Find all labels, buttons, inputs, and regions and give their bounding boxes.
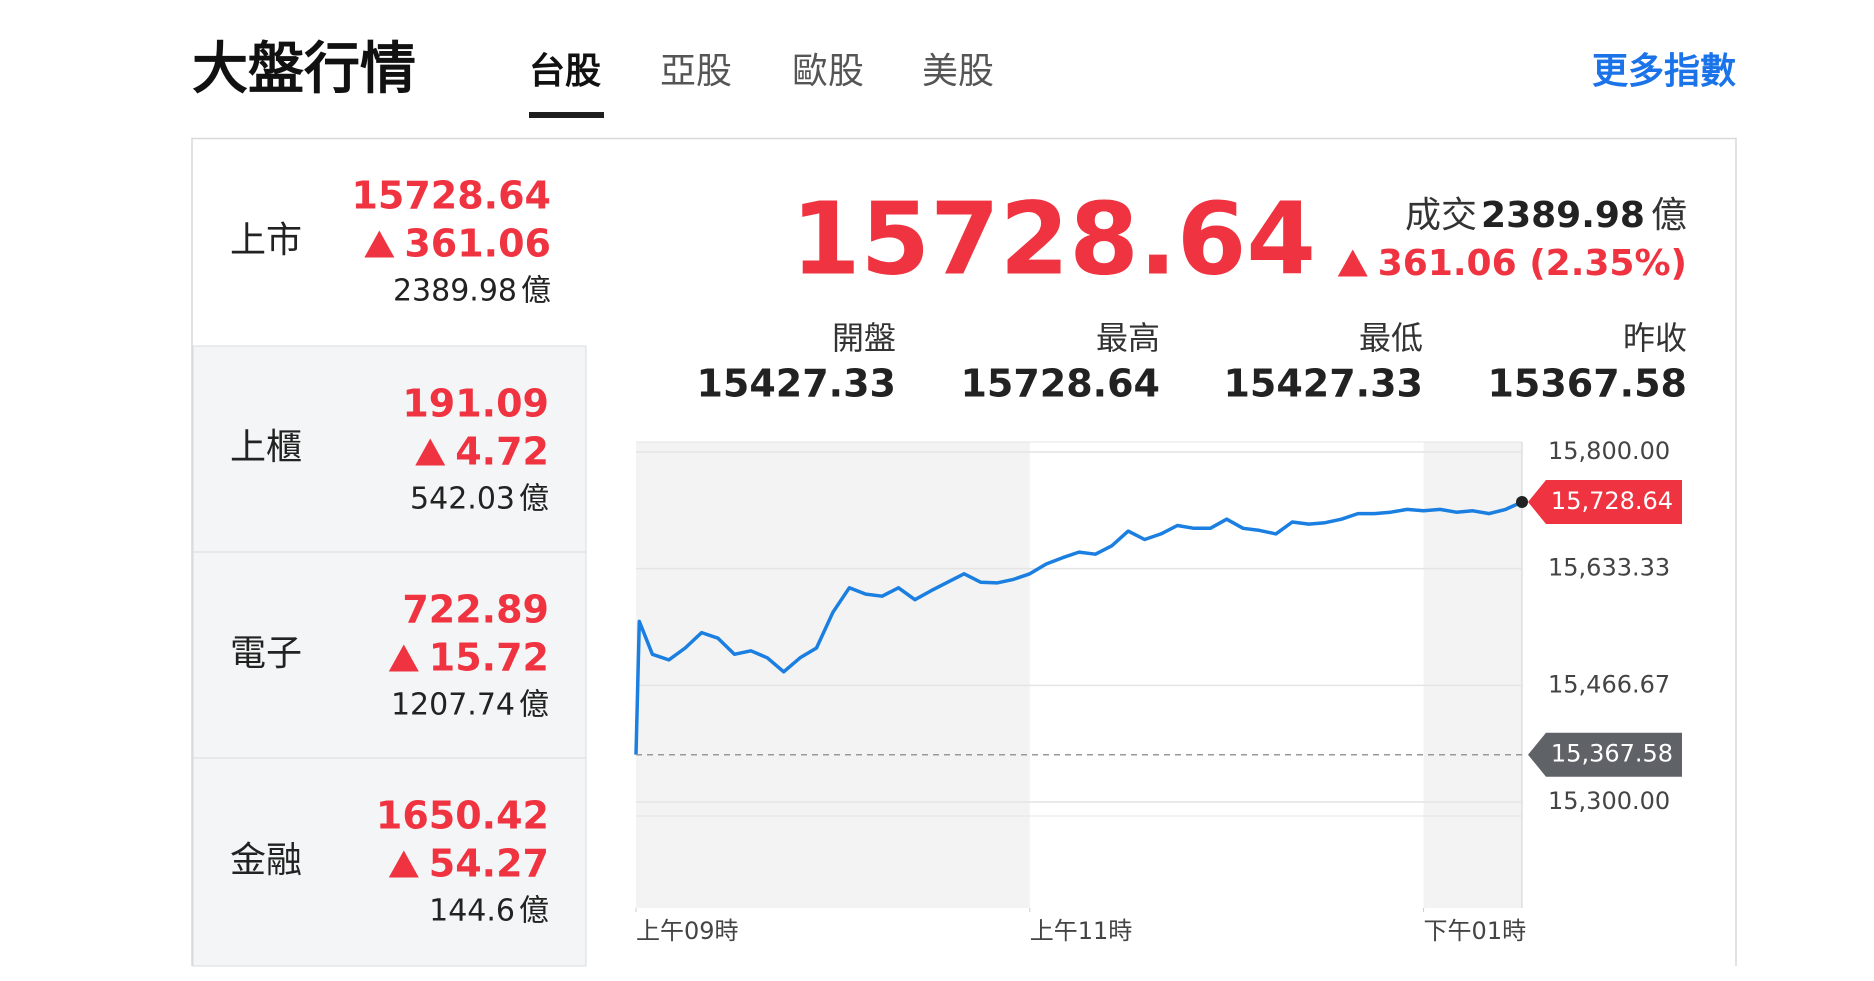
x-tick-label: 下午01時 [1424, 917, 1527, 945]
main-price: 15728.64 [791, 180, 1316, 297]
last-point [1516, 495, 1528, 508]
price-tag [1528, 732, 1682, 777]
index-price: 191.09 [402, 382, 549, 426]
volume-unit: 億 [521, 274, 551, 309]
index-name: 上櫃 [230, 427, 302, 468]
stat-value: 15427.33 [696, 362, 896, 406]
up-arrow [388, 644, 419, 672]
index-volume: 1207.74 [391, 688, 515, 723]
sidebar-row [192, 551, 587, 759]
tab[interactable]: 亞股 [660, 51, 732, 92]
index-change: 4.72 [455, 430, 549, 474]
index-volume: 542.03 [410, 482, 515, 517]
index-price: 1650.42 [376, 794, 549, 838]
volume-unit: 億 [519, 482, 549, 517]
up-arrow [364, 230, 395, 258]
stat-value: 15728.64 [960, 362, 1160, 406]
up-arrow [415, 438, 446, 466]
index-name: 金融 [230, 840, 302, 881]
tab-underline [529, 112, 604, 118]
index-volume: 2389.98 [393, 274, 517, 309]
price-tag-label: 15,728.64 [1551, 487, 1673, 515]
more-link[interactable]: 更多指數 [1592, 51, 1736, 92]
panel-border [191, 137, 1737, 966]
tab[interactable]: 歐股 [792, 51, 864, 92]
price-tag [1528, 479, 1682, 524]
index-name: 上市 [230, 220, 302, 261]
stat-label: 開盤 [832, 319, 896, 357]
index-price: 15728.64 [351, 174, 551, 218]
y-tick-label: 15,633.33 [1548, 554, 1670, 582]
main-change: 361.06 (2.35%) [1378, 243, 1687, 284]
y-tick-label: 15,466.67 [1548, 670, 1670, 698]
stat-label: 昨收 [1623, 319, 1687, 357]
sidebar-row [192, 757, 587, 967]
price-tag-label: 15,367.58 [1551, 740, 1673, 768]
index-change: 361.06 [404, 222, 551, 266]
page-title: 大盤行情 [192, 37, 416, 102]
session-shade [636, 442, 1030, 908]
index-name: 電子 [230, 633, 302, 674]
volume-unit: 億 [519, 894, 549, 929]
tab[interactable]: 台股 [529, 51, 601, 92]
index-volume: 144.6 [429, 894, 515, 929]
stat-value: 15367.58 [1487, 362, 1687, 406]
y-tick-label: 15,800.00 [1548, 437, 1670, 465]
x-tick-label: 上午11時 [1030, 917, 1133, 945]
volume-unit: 億 [1651, 195, 1687, 236]
index-price: 722.89 [402, 588, 549, 632]
volume-label: 成交 [1405, 195, 1477, 236]
stat-value: 15427.33 [1223, 362, 1423, 406]
x-tick-label: 上午09時 [636, 917, 739, 945]
up-arrow [1337, 249, 1368, 277]
price-line [634, 500, 1523, 755]
stat-label: 最高 [1096, 319, 1160, 357]
tab[interactable]: 美股 [922, 51, 994, 92]
up-arrow [388, 850, 419, 878]
session-shade [1423, 442, 1522, 908]
index-change: 54.27 [429, 842, 549, 886]
volume-unit: 億 [519, 688, 549, 723]
y-tick-label: 15,300.00 [1548, 787, 1670, 815]
index-change: 15.72 [429, 636, 549, 680]
main-volume: 2389.98 [1481, 195, 1645, 236]
stat-label: 最低 [1359, 319, 1423, 357]
